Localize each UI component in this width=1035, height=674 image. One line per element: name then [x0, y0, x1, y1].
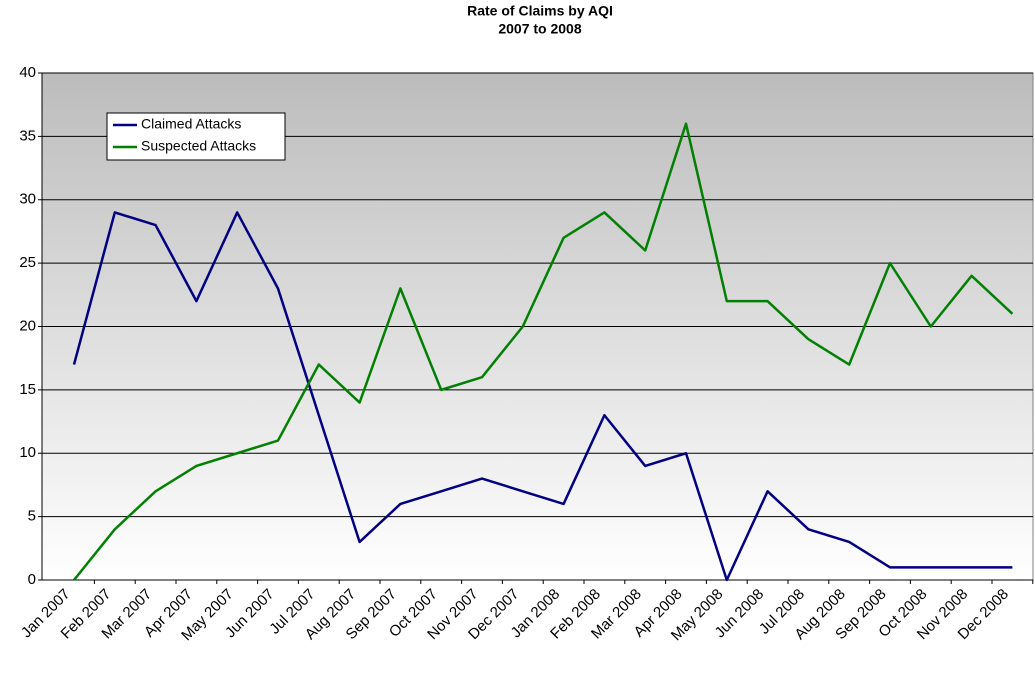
y-tick-label: 25 [19, 254, 36, 271]
y-tick-label: 35 [19, 127, 36, 144]
y-tick-label: 30 [19, 191, 36, 208]
series-line [72, 211, 1013, 582]
y-tick-label: 0 [28, 571, 36, 588]
legend-label: Claimed Attacks [141, 116, 241, 132]
y-tick-label: 20 [19, 317, 36, 334]
chart-subtitle: 2007 to 2008 [498, 21, 581, 37]
legend-label: Suspected Attacks [141, 138, 256, 154]
y-tick-label: 40 [19, 64, 36, 81]
series-line [73, 122, 1014, 581]
y-tick-label: 10 [19, 444, 36, 461]
y-tick-label: 5 [28, 508, 36, 525]
chart-title: Rate of Claims by AQI [467, 3, 613, 19]
y-tick-label: 15 [19, 381, 36, 398]
legend-box [106, 112, 286, 161]
